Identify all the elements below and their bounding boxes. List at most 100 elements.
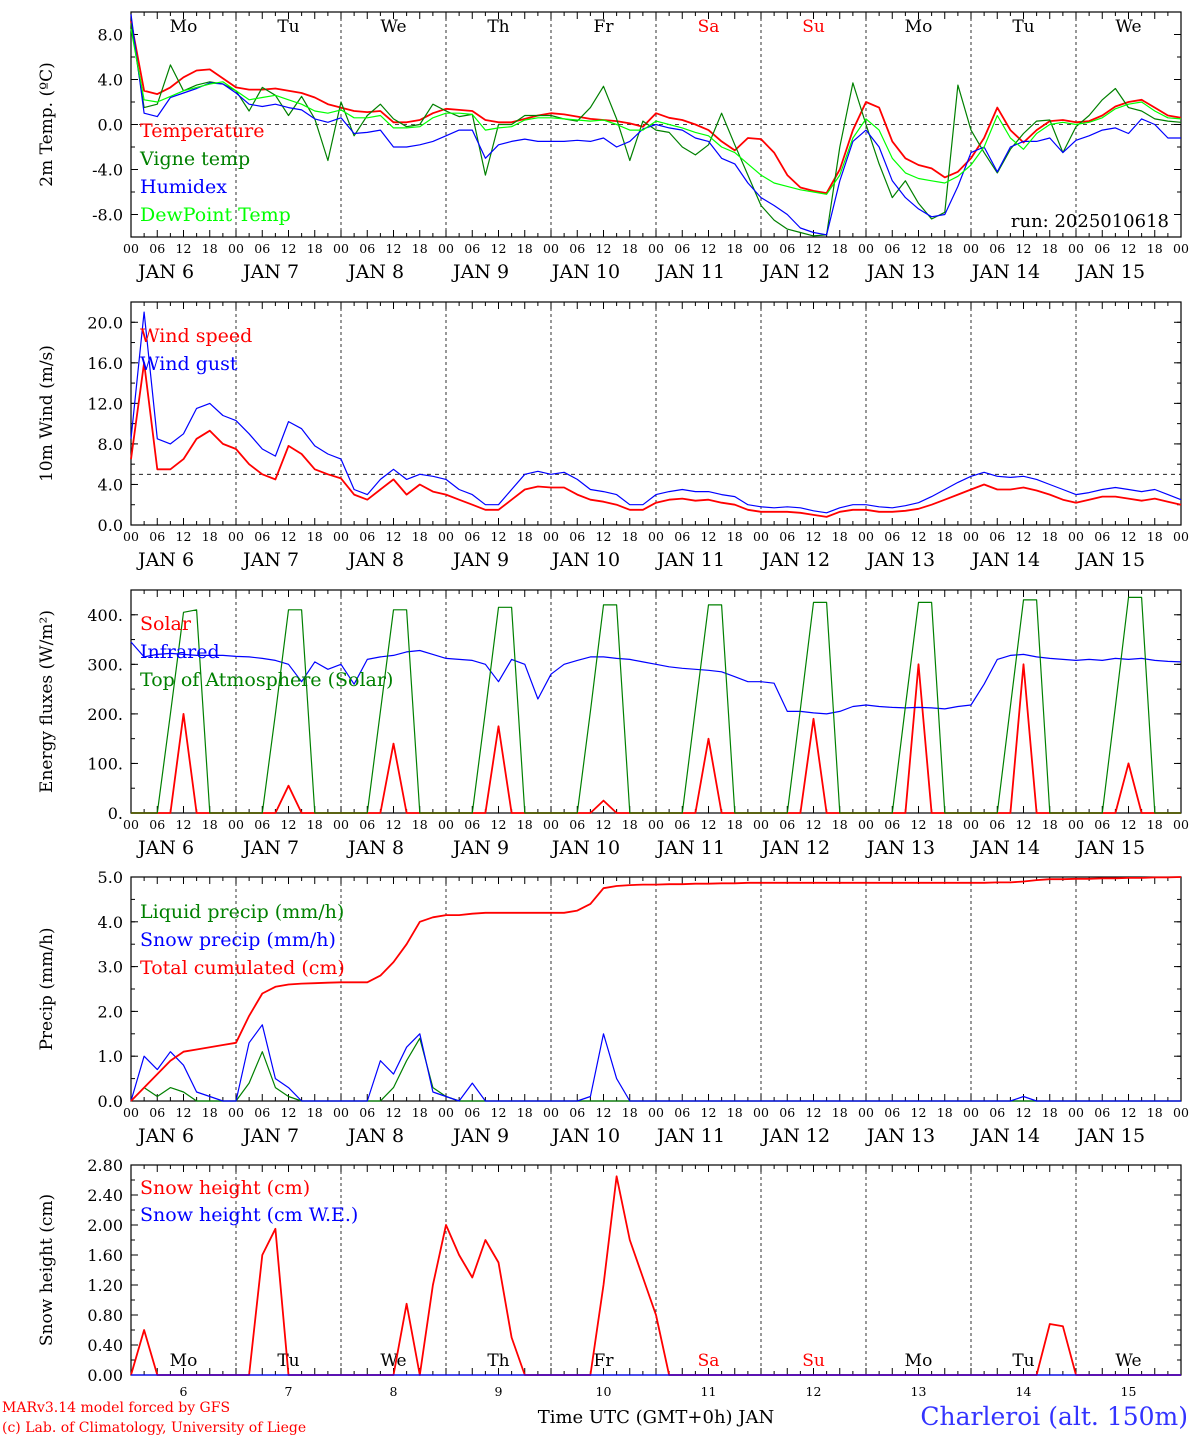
hour-label: 00 (648, 241, 664, 256)
hour-label: 18 (412, 241, 428, 256)
hour-label: 06 (359, 1105, 375, 1120)
hour-label: 18 (517, 1105, 533, 1120)
hour-label: 00 (1068, 241, 1084, 256)
legend-entry: Infrared (140, 641, 220, 663)
hour-label: 12 (386, 241, 402, 256)
y-tick-label: 2.0 (98, 1002, 123, 1021)
panel-frame (130, 301, 1182, 526)
date-label: JAN 11 (655, 549, 725, 571)
hour-label: 06 (464, 1105, 480, 1120)
hour-label: 00 (123, 241, 139, 256)
hour-label: 00 (228, 241, 244, 256)
series-line-4 (130, 28, 1182, 195)
day-number-label: 15 (1121, 1384, 1137, 1399)
hour-label: 18 (1147, 817, 1163, 832)
hour-label: 06 (674, 241, 690, 256)
hour-label: 12 (806, 817, 822, 832)
weekday-label: Th (487, 17, 509, 37)
hour-label: 12 (701, 1105, 717, 1120)
date-label: JAN 13 (865, 837, 935, 859)
hour-label: 00 (333, 1105, 349, 1120)
date-label: JAN 15 (1075, 1125, 1145, 1147)
date-label: JAN 7 (241, 1125, 299, 1147)
hour-label: 12 (491, 1105, 507, 1120)
day-number-label: 8 (390, 1384, 398, 1399)
weekday-label: Sa (698, 17, 720, 37)
weekday-label: Mo (170, 1351, 198, 1371)
date-label: JAN 14 (970, 837, 1040, 859)
hour-label: 18 (202, 241, 218, 256)
hour-label: 06 (989, 529, 1005, 544)
hour-label: 00 (648, 529, 664, 544)
weekday-label: We (1115, 1351, 1141, 1371)
hour-label: 12 (911, 1105, 927, 1120)
weekday-label: We (1115, 17, 1141, 37)
hour-label: 00 (1173, 817, 1189, 832)
legend-entry: Wind speed (140, 325, 252, 347)
hour-label: 12 (806, 529, 822, 544)
date-label: JAN 14 (970, 549, 1040, 571)
hour-label: 06 (1094, 241, 1110, 256)
hour-label: 18 (622, 529, 638, 544)
hour-label: 12 (176, 1105, 192, 1120)
hour-label: 18 (307, 529, 323, 544)
hour-label: 00 (1068, 1105, 1084, 1120)
hour-label: 00 (438, 529, 454, 544)
date-label: JAN 12 (760, 1125, 830, 1147)
hour-label: 06 (1094, 817, 1110, 832)
series-line-2 (130, 23, 1182, 237)
hour-label: 18 (832, 529, 848, 544)
panel-1: 8.0 4.0 0.0 -4.0 -8.0 2m Temp. (ºC) 00 06 12 18 00… (37, 11, 1189, 283)
panel-5: 2.80 2.40 2.00 1.60 1.20 0.80 0.40 0.00 Snow hei… (37, 1156, 1182, 1428)
hour-label: 12 (701, 817, 717, 832)
hour-label: 00 (963, 241, 979, 256)
y-tick-label: 0.0 (98, 516, 123, 535)
day-number-label: 7 (285, 1384, 293, 1399)
date-label: JAN 7 (241, 837, 299, 859)
panel-3: 400. 300. 200. 100. 0. Energy fluxes (W/m²) 00… (37, 589, 1189, 859)
date-label: JAN 12 (760, 837, 830, 859)
hour-label: 00 (123, 529, 139, 544)
y-tick-label: 5.0 (98, 868, 123, 887)
hour-label: 06 (884, 529, 900, 544)
hour-label: 12 (491, 817, 507, 832)
hour-label: 00 (753, 529, 769, 544)
hour-label: 00 (858, 241, 874, 256)
station-name: Charleroi (alt. 150m) (920, 1402, 1188, 1431)
hour-label: 00 (333, 529, 349, 544)
date-label: JAN 12 (760, 261, 830, 283)
y-tick-label: 16.0 (87, 354, 123, 373)
hour-label: 18 (1147, 529, 1163, 544)
hour-label: 00 (333, 241, 349, 256)
y-tick-label: 0.00 (87, 1366, 123, 1385)
y-tick-label: 400. (87, 606, 123, 625)
legend-entry: Humidex (140, 176, 227, 198)
hour-label: 00 (123, 1105, 139, 1120)
hour-label: 06 (674, 1105, 690, 1120)
hour-label: 12 (596, 817, 612, 832)
hour-label: 12 (911, 817, 927, 832)
weekday-label: Mo (905, 17, 933, 37)
date-label: JAN 14 (970, 261, 1040, 283)
y-tick-label: 8.0 (98, 435, 123, 454)
day-number-label: 10 (596, 1384, 612, 1399)
hour-label: 00 (963, 529, 979, 544)
hour-label: 06 (884, 1105, 900, 1120)
hour-label: 06 (464, 241, 480, 256)
hour-label: 18 (1042, 1105, 1058, 1120)
hour-label: 18 (1147, 1105, 1163, 1120)
hour-label: 00 (543, 241, 559, 256)
day-number-label: 6 (180, 1384, 188, 1399)
hour-label: 12 (176, 817, 192, 832)
panel-frame (130, 589, 1182, 814)
series-line-2 (130, 1024, 1181, 1102)
hour-label: 18 (307, 1105, 323, 1120)
x-axis-label: Time UTC (GMT+0h) JAN (538, 1407, 775, 1428)
y-axis-label: Snow height (cm) (37, 1194, 57, 1346)
date-label: JAN 9 (451, 261, 509, 283)
hour-label: 18 (727, 817, 743, 832)
hour-label: 18 (1147, 241, 1163, 256)
y-tick-label: 8.0 (98, 26, 123, 45)
y-tick-label: 4.0 (98, 913, 123, 932)
hour-label: 00 (648, 1105, 664, 1120)
